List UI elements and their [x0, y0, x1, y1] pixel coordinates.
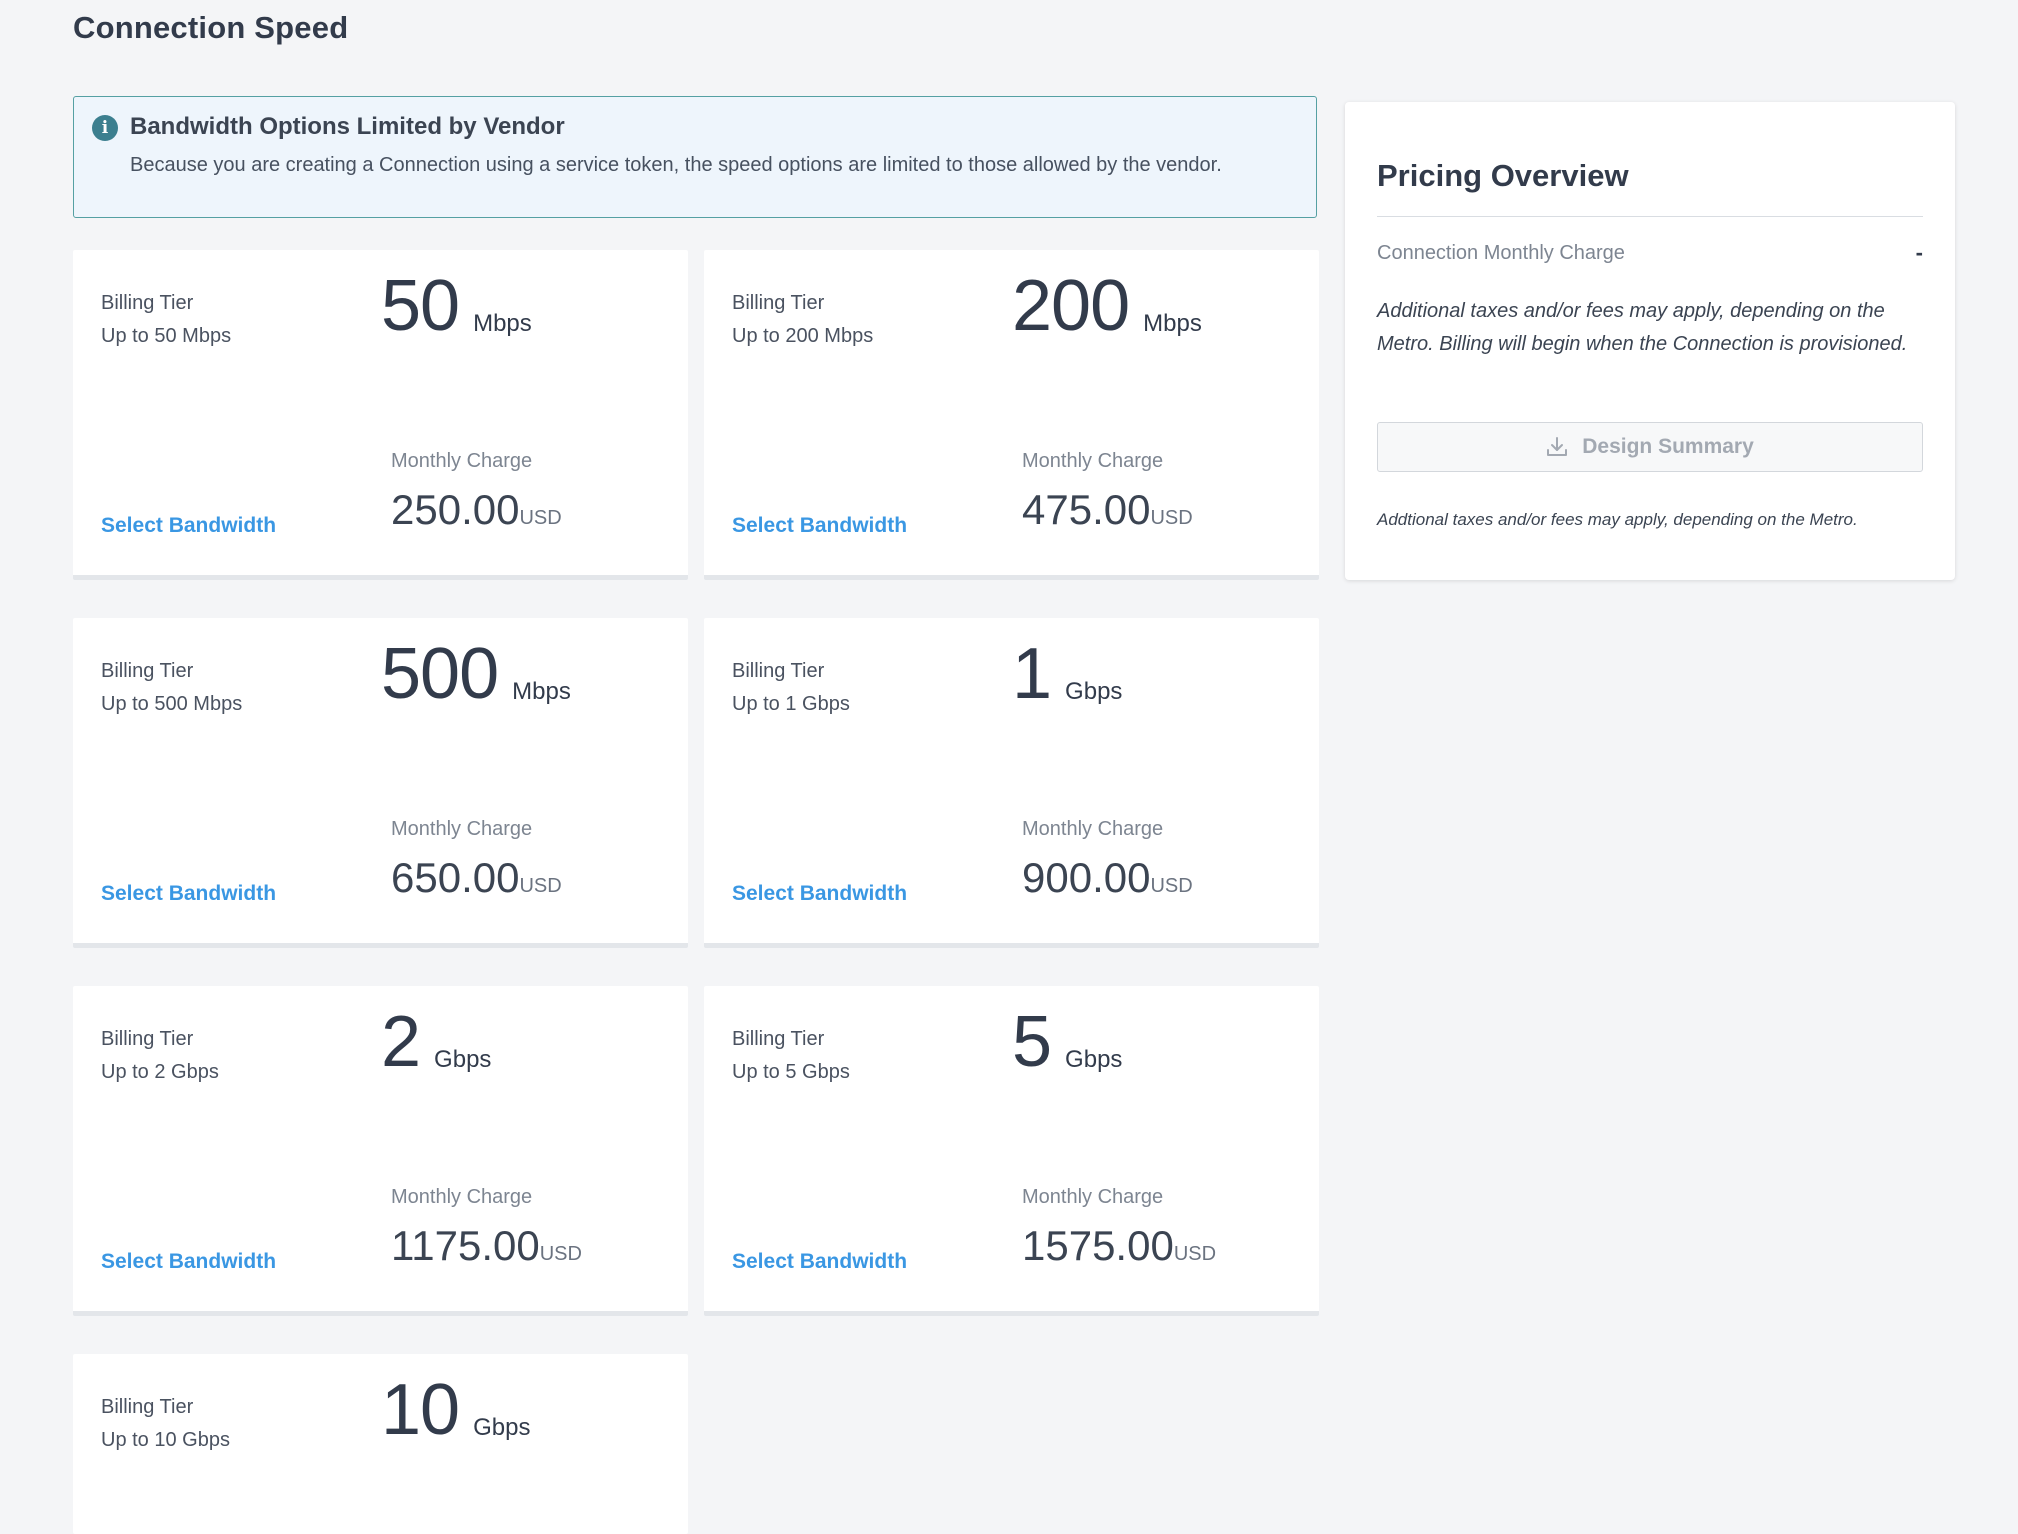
charge-currency: USD [1173, 1243, 1217, 1265]
charge-currency: USD [1150, 507, 1193, 529]
speed-value: 1 [1012, 634, 1052, 714]
monthly-charge: 1575.00USD [1022, 1222, 1216, 1270]
billing-tier-description: Up to 200 Mbps [732, 325, 874, 347]
pricing-overview-title: Pricing Overview [1377, 158, 1629, 193]
monthly-charge-label: Monthly Charge [1022, 450, 1164, 472]
billing-tier-label: Billing Tier [732, 1028, 825, 1050]
bandwidth-card-5-gbps[interactable]: Billing Tier Up to 5 Gbps 5 Gbps Monthly… [704, 986, 1319, 1316]
speed-display: 500 Mbps [381, 638, 571, 710]
charge-value: 900.00 [1022, 854, 1151, 901]
page-title: Connection Speed [73, 10, 349, 45]
speed-value: 5 [1012, 1002, 1052, 1082]
billing-tier-label: Billing Tier [101, 1396, 194, 1418]
speed-unit: Mbps [512, 678, 571, 705]
speed-display: 10 Gbps [381, 1374, 530, 1446]
monthly-charge-label: Monthly Charge [391, 818, 533, 840]
bandwidth-card-500-mbps[interactable]: Billing Tier Up to 500 Mbps 500 Mbps Mon… [73, 618, 688, 948]
speed-unit: Mbps [1143, 310, 1202, 337]
billing-tier-description: Up to 500 Mbps [101, 693, 243, 715]
vendor-limit-alert: i Bandwidth Options Limited by Vendor Be… [73, 96, 1317, 218]
charge-currency: USD [1150, 875, 1193, 897]
select-bandwidth-link[interactable]: Select Bandwidth [732, 514, 908, 537]
bandwidth-card-1-gbps[interactable]: Billing Tier Up to 1 Gbps 1 Gbps Monthly… [704, 618, 1319, 948]
monthly-charge-label: Monthly Charge [1022, 1186, 1164, 1208]
billing-tier-label: Billing Tier [101, 292, 194, 314]
billing-tier-label: Billing Tier [101, 660, 194, 682]
download-icon [1546, 436, 1568, 458]
pricing-overview-panel: Pricing Overview Connection Monthly Char… [1345, 102, 1955, 580]
alert-title: Bandwidth Options Limited by Vendor [130, 113, 565, 140]
speed-display: 50 Mbps [381, 270, 532, 342]
monthly-charge-label: Monthly Charge [391, 1186, 533, 1208]
monthly-charge: 900.00USD [1022, 854, 1193, 902]
billing-tier-description: Up to 2 Gbps [101, 1061, 219, 1083]
speed-display: 200 Mbps [1012, 270, 1202, 342]
speed-display: 5 Gbps [1012, 1006, 1122, 1078]
charge-currency: USD [539, 1243, 582, 1265]
billing-tier-label: Billing Tier [101, 1028, 194, 1050]
bandwidth-card-50-mbps[interactable]: Billing Tier Up to 50 Mbps 50 Mbps Month… [73, 250, 688, 580]
speed-value: 2 [381, 1002, 421, 1082]
divider [1377, 216, 1923, 217]
monthly-charge: 250.00USD [391, 486, 562, 534]
charge-value: 1175.00 [391, 1222, 540, 1269]
monthly-charge: 650.00USD [391, 854, 562, 902]
speed-value: 50 [381, 266, 460, 346]
select-bandwidth-link[interactable]: Select Bandwidth [101, 1250, 277, 1273]
select-bandwidth-link[interactable]: Select Bandwidth [101, 882, 277, 905]
bandwidth-card-2-gbps[interactable]: Billing Tier Up to 2 Gbps 2 Gbps Monthly… [73, 986, 688, 1316]
speed-unit: Gbps [1065, 678, 1123, 705]
charge-value: 250.00 [391, 486, 520, 533]
charge-currency: USD [519, 507, 562, 529]
charge-value: 1575.00 [1022, 1222, 1174, 1269]
charge-value: 475.00 [1022, 486, 1151, 533]
design-summary-label: Design Summary [1582, 435, 1754, 458]
select-bandwidth-link[interactable]: Select Bandwidth [732, 882, 908, 905]
speed-value: 10 [381, 1370, 460, 1450]
billing-tier-description: Up to 5 Gbps [732, 1061, 850, 1083]
billing-tier-label: Billing Tier [732, 660, 825, 682]
design-summary-button[interactable]: Design Summary [1377, 422, 1923, 472]
speed-unit: Gbps [473, 1414, 531, 1441]
speed-display: 1 Gbps [1012, 638, 1122, 710]
alert-text: Because you are creating a Connection us… [130, 154, 1222, 176]
speed-value: 200 [1012, 266, 1130, 346]
monthly-charge-label: Monthly Charge [391, 450, 533, 472]
charge-value: 650.00 [391, 854, 520, 901]
connection-monthly-charge-value: - [1915, 240, 1923, 265]
billing-tier-label: Billing Tier [732, 292, 825, 314]
pricing-note: Additional taxes and/or fees may apply, … [1377, 300, 1908, 355]
speed-value: 500 [381, 634, 499, 714]
info-icon: i [92, 115, 118, 141]
monthly-charge-label: Monthly Charge [1022, 818, 1164, 840]
monthly-charge: 475.00USD [1022, 486, 1193, 534]
pricing-footnote: Addtional taxes and/or fees may apply, d… [1377, 510, 1858, 529]
monthly-charge: 1175.00USD [391, 1222, 582, 1270]
billing-tier-description: Up to 1 Gbps [732, 693, 850, 715]
speed-unit: Gbps [434, 1046, 492, 1073]
speed-unit: Gbps [1065, 1046, 1123, 1073]
bandwidth-card-200-mbps[interactable]: Billing Tier Up to 200 Mbps 200 Mbps Mon… [704, 250, 1319, 580]
billing-tier-description: Up to 50 Mbps [101, 325, 232, 347]
charge-currency: USD [519, 875, 562, 897]
speed-display: 2 Gbps [381, 1006, 491, 1078]
select-bandwidth-link[interactable]: Select Bandwidth [732, 1250, 908, 1273]
speed-unit: Mbps [473, 310, 532, 337]
billing-tier-description: Up to 10 Gbps [101, 1429, 230, 1451]
connection-monthly-charge-label: Connection Monthly Charge [1377, 242, 1625, 264]
select-bandwidth-link[interactable]: Select Bandwidth [101, 514, 277, 537]
bandwidth-card-10-gbps[interactable]: Billing Tier Up to 10 Gbps 10 Gbps [73, 1354, 688, 1534]
